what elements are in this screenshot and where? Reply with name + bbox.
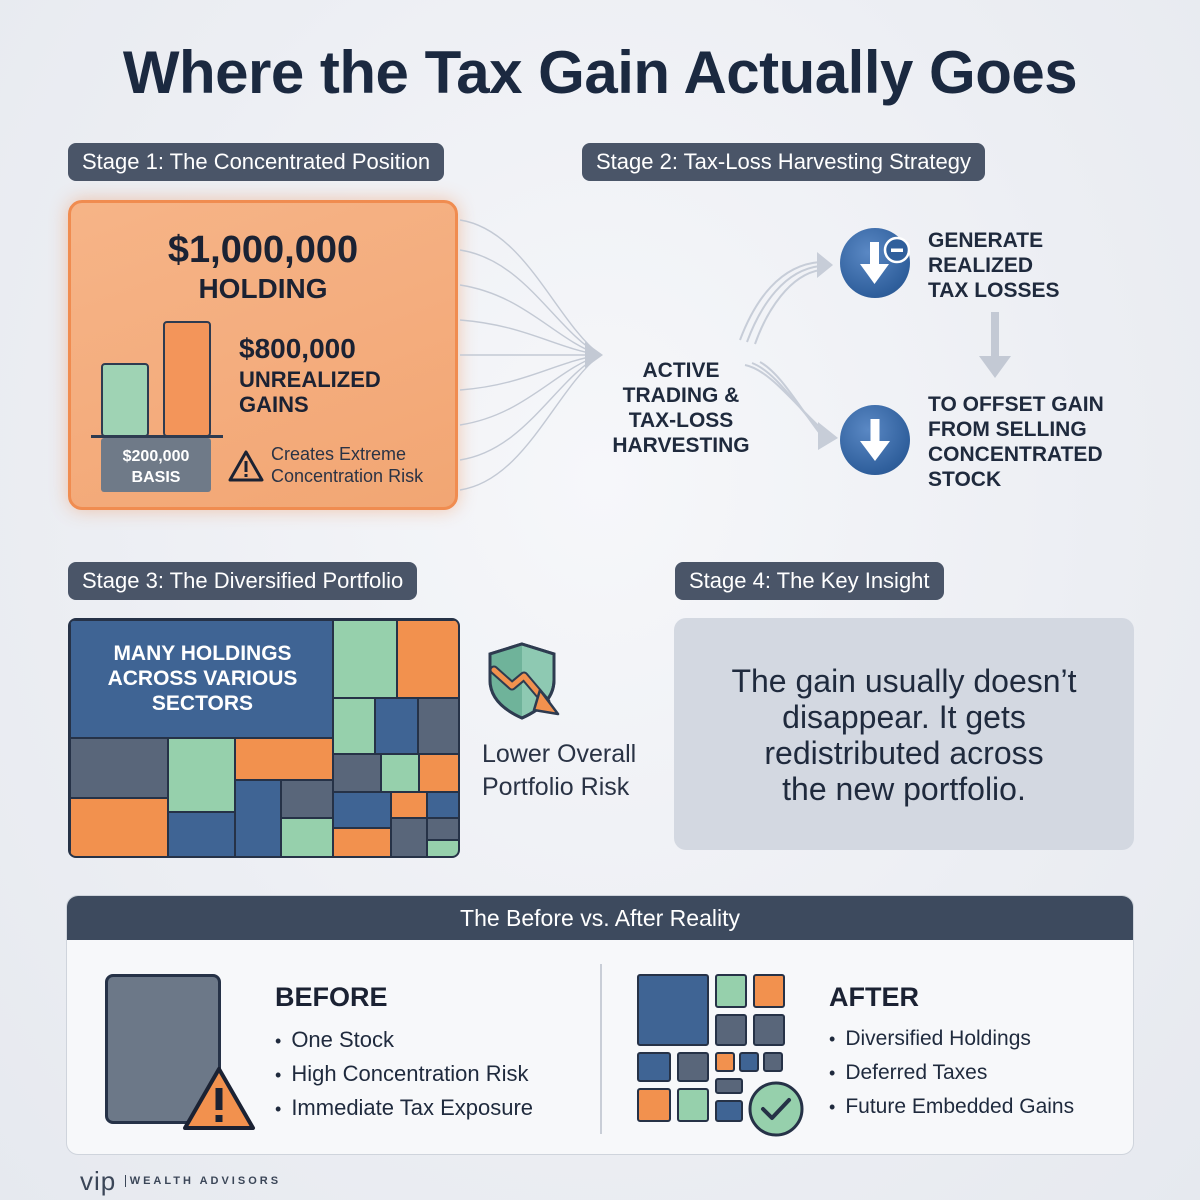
treemap-tile xyxy=(333,698,375,754)
insight-line1: The gain usually doesn’t xyxy=(731,663,1077,699)
before-title: BEFORE xyxy=(275,982,388,1012)
before-list: One Stock High Concentration Risk Immedi… xyxy=(275,1023,533,1125)
offset-gain-text: TO OFFSET GAIN FROM SELLING CONCENTRATED… xyxy=(928,392,1104,492)
gains-label-line1: UNREALIZED xyxy=(239,367,381,392)
gains-label-line2: GAINS xyxy=(239,392,309,417)
treemap-tile xyxy=(235,738,333,780)
treemap-tile xyxy=(168,812,235,856)
lower-risk-text: Lower Overall Portfolio Risk xyxy=(482,738,636,804)
step2-line2: FROM SELLING xyxy=(928,418,1087,441)
treemap-tile xyxy=(70,798,168,856)
treemap-tile xyxy=(391,792,427,818)
insight-line3: redistributed across xyxy=(764,735,1044,771)
risk-warning-line2: Concentration Risk xyxy=(271,466,424,486)
step2-line3: CONCENTRATED xyxy=(928,443,1103,466)
holding-label: HOLDING xyxy=(198,273,328,304)
step1-line3: TAX LOSSES xyxy=(928,279,1060,302)
after-list: Diversified Holdings Deferred Taxes Futu… xyxy=(829,1022,1074,1124)
treemap-tile xyxy=(391,818,427,856)
stage4-pill: Stage 4: The Key Insight xyxy=(675,562,944,600)
treemap-tile xyxy=(70,738,168,798)
before-item: Immediate Tax Exposure xyxy=(275,1091,533,1125)
divider xyxy=(600,964,602,1134)
treemap-tile xyxy=(375,698,418,754)
gains-bar xyxy=(163,321,211,437)
diversified-grid-icon xyxy=(637,974,807,1134)
treemap-tile xyxy=(427,792,458,818)
funnel-lines xyxy=(459,219,603,491)
page-title: Where the Tax Gain Actually Goes xyxy=(122,39,1078,106)
logo-text: WEALTH ADVISORS xyxy=(124,1175,282,1187)
treemap-line3: SECTORS xyxy=(151,692,254,715)
holding-amount: $1,000,000 xyxy=(167,229,359,271)
treemap-tile xyxy=(418,698,458,754)
diversified-treemap: MANY HOLDINGS ACROSS VARIOUS SECTORS xyxy=(68,618,460,858)
gains-label: UNREALIZED GAINS xyxy=(239,367,381,417)
harvesting-center-label: ACTIVE TRADING & TAX-LOSS HARVESTING xyxy=(596,358,766,458)
insight-line4: the new portfolio. xyxy=(782,771,1026,807)
generate-losses-text: GENERATE REALIZED TAX LOSSES xyxy=(928,228,1059,303)
risk-line2: Portfolio Risk xyxy=(482,773,630,801)
treemap-tile xyxy=(281,780,333,818)
gains-amount: $800,000 xyxy=(239,333,356,364)
before-after-panel: The Before vs. After Reality BEFORE One … xyxy=(66,895,1134,1155)
step-down-arrow xyxy=(979,312,1011,378)
stage3-pill: Stage 3: The Diversified Portfolio xyxy=(68,562,418,600)
treemap-tile xyxy=(281,818,333,856)
treemap-tile xyxy=(333,754,381,792)
treemap-tile xyxy=(333,620,397,698)
treemap-tile xyxy=(419,754,458,792)
treemap-tile xyxy=(333,828,391,856)
logo-mark: vip xyxy=(80,1166,117,1196)
treemap-tile xyxy=(427,840,458,856)
risk-warning-text: Creates Extreme Concentration Risk xyxy=(271,443,423,487)
stage2-pill: Stage 2: Tax-Loss Harvesting Strategy xyxy=(582,143,986,181)
treemap-tile xyxy=(427,818,458,840)
center-line2: TRADING & xyxy=(622,384,740,407)
treemap-label-tile: MANY HOLDINGS ACROSS VARIOUS SECTORS xyxy=(70,620,333,738)
insight-text: The gain usually doesn’t disappear. It g… xyxy=(674,663,1134,807)
warning-icon xyxy=(183,1067,255,1130)
shield-icon xyxy=(488,642,560,720)
key-insight-box: The gain usually doesn’t disappear. It g… xyxy=(674,618,1134,850)
basis-box: $200,000 BASIS xyxy=(101,438,211,492)
after-title: AFTER xyxy=(829,982,919,1012)
center-line1: ACTIVE xyxy=(642,359,720,382)
treemap-tile xyxy=(235,780,281,856)
before-item: High Concentration Risk xyxy=(275,1057,533,1091)
stage1-pill: Stage 1: The Concentrated Position xyxy=(68,143,445,181)
treemap-tile xyxy=(381,754,419,792)
treemap-tile xyxy=(397,620,458,698)
basis-amount: $200,000 xyxy=(122,448,190,465)
risk-warning-line1: Creates Extreme xyxy=(271,444,407,464)
risk-line1: Lower Overall xyxy=(482,740,637,768)
center-line4: HARVESTING xyxy=(612,434,750,457)
treemap-tile xyxy=(333,792,391,828)
step1-line2: REALIZED xyxy=(928,254,1033,277)
treemap-line2: ACROSS VARIOUS xyxy=(107,667,298,690)
step1-line1: GENERATE xyxy=(928,229,1044,252)
treemap-tile xyxy=(168,738,235,812)
basis-label: BASIS xyxy=(131,469,181,486)
step2-line4: STOCK xyxy=(928,468,1002,491)
after-item: Future Embedded Gains xyxy=(829,1090,1074,1124)
after-item: Deferred Taxes xyxy=(829,1056,1074,1090)
concentrated-position-card: $1,000,000 HOLDING $200,000 BASIS $800,0… xyxy=(68,200,458,510)
loss-down-icon xyxy=(840,228,911,298)
logo: vip WEALTH ADVISORS xyxy=(80,1166,282,1197)
checkmark-icon xyxy=(748,1081,804,1137)
bar-baseline xyxy=(91,435,223,438)
before-after-header: The Before vs. After Reality xyxy=(67,896,1133,940)
insight-line2: disappear. It gets xyxy=(782,699,1026,735)
warning-icon xyxy=(228,450,264,482)
swoosh-arrow-up xyxy=(739,252,833,345)
before-item: One Stock xyxy=(275,1023,533,1057)
center-line3: TAX-LOSS xyxy=(628,409,734,432)
swoosh-arrow-down xyxy=(744,361,838,450)
after-item: Diversified Holdings xyxy=(829,1022,1074,1056)
basis-bar xyxy=(101,363,149,437)
offset-down-icon xyxy=(840,405,910,475)
treemap-line1: MANY HOLDINGS xyxy=(113,642,292,665)
step2-line1: TO OFFSET GAIN xyxy=(928,393,1104,416)
